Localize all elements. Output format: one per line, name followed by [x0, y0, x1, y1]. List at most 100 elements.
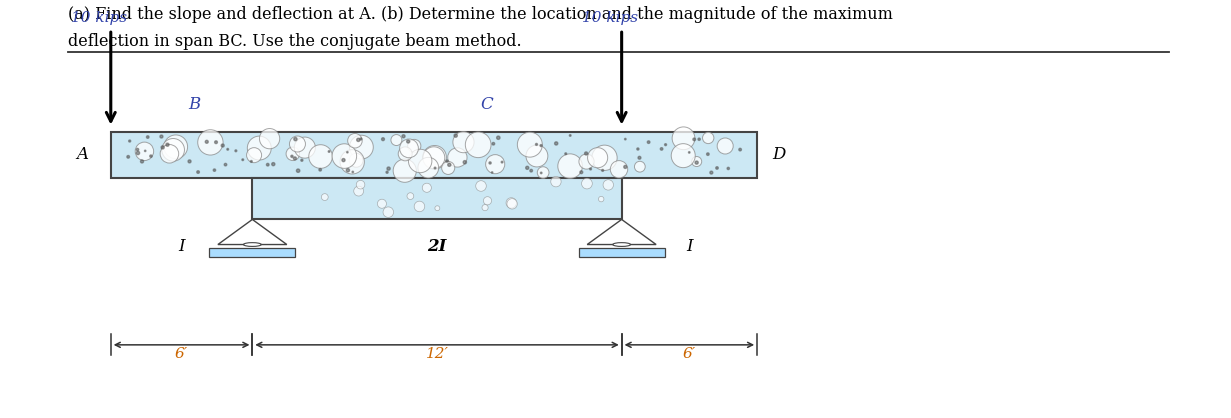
Point: [587, 154, 607, 161]
Point: [687, 158, 707, 165]
Point: [630, 163, 650, 170]
Point: [335, 153, 355, 159]
Point: [160, 150, 180, 157]
Point: [417, 184, 437, 191]
Point: [680, 149, 699, 156]
Point: [598, 181, 618, 188]
Point: [517, 164, 537, 171]
Point: [519, 141, 539, 148]
Point: [263, 161, 283, 168]
Point: [581, 166, 601, 172]
Point: [698, 135, 718, 141]
Point: [158, 141, 177, 148]
Point: [250, 145, 270, 151]
Point: [295, 144, 315, 151]
Point: [400, 193, 420, 199]
Point: [134, 148, 154, 155]
Point: [201, 139, 220, 146]
Text: 12′: 12′: [426, 347, 448, 361]
Point: [527, 153, 547, 159]
Point: [373, 136, 393, 143]
Point: [286, 155, 305, 162]
Point: [310, 153, 330, 160]
Point: [425, 165, 444, 171]
Text: 10 kips: 10 kips: [71, 11, 128, 25]
Point: [492, 159, 512, 166]
Point: [639, 139, 659, 145]
Point: [698, 151, 718, 158]
Point: [684, 136, 704, 143]
Point: [213, 142, 233, 149]
Point: [348, 188, 368, 194]
Point: [673, 152, 693, 159]
Polygon shape: [218, 219, 287, 245]
Point: [260, 135, 279, 142]
Point: [547, 178, 566, 185]
Point: [502, 201, 522, 207]
Point: [425, 154, 444, 161]
Point: [577, 180, 597, 187]
Point: [556, 150, 576, 157]
Point: [345, 138, 364, 144]
Point: [576, 150, 596, 157]
Point: [218, 146, 238, 153]
Point: [527, 141, 547, 148]
Point: [337, 149, 357, 155]
Point: [533, 169, 553, 176]
Text: 6′: 6′: [175, 347, 188, 361]
Point: [439, 161, 459, 168]
Point: [227, 148, 246, 154]
Point: [319, 148, 339, 155]
Point: [423, 154, 443, 161]
Point: [707, 165, 726, 171]
Point: [419, 164, 438, 171]
Text: A: A: [76, 146, 89, 163]
Text: B: B: [188, 96, 199, 113]
Point: [346, 157, 366, 163]
FancyBboxPatch shape: [111, 132, 757, 178]
Point: [410, 158, 430, 164]
Point: [560, 132, 580, 139]
Point: [730, 146, 750, 153]
Point: [310, 166, 330, 173]
Polygon shape: [587, 219, 656, 245]
Point: [395, 167, 415, 174]
Point: [475, 204, 495, 211]
Point: [343, 168, 363, 175]
Point: [616, 136, 635, 143]
Point: [257, 161, 277, 168]
Point: [399, 138, 419, 145]
Point: [591, 196, 611, 202]
Point: [395, 150, 415, 157]
Text: C: C: [480, 96, 492, 113]
Point: [560, 163, 580, 169]
Point: [151, 133, 171, 140]
Point: [410, 203, 430, 210]
Point: [315, 194, 335, 200]
Point: [489, 134, 508, 141]
Point: [616, 163, 635, 170]
Point: [204, 167, 224, 173]
Point: [379, 165, 399, 172]
Point: [656, 141, 676, 148]
Point: [128, 150, 148, 156]
Text: deflection in span BC. Use the conjugate beam method.: deflection in span BC. Use the conjugate…: [68, 33, 522, 51]
Point: [387, 137, 406, 143]
Point: [715, 143, 735, 149]
Point: [197, 138, 217, 145]
Point: [719, 165, 739, 172]
Point: [352, 144, 372, 150]
Point: [593, 167, 613, 174]
Point: [455, 159, 475, 166]
Point: [427, 205, 447, 212]
Point: [478, 197, 497, 204]
Point: [135, 148, 155, 154]
Point: [377, 169, 396, 176]
Point: [283, 150, 303, 157]
Point: [292, 157, 311, 163]
Point: [153, 144, 172, 151]
Point: [138, 134, 158, 140]
Point: [132, 158, 151, 165]
Point: [576, 158, 596, 165]
Point: [282, 153, 302, 160]
